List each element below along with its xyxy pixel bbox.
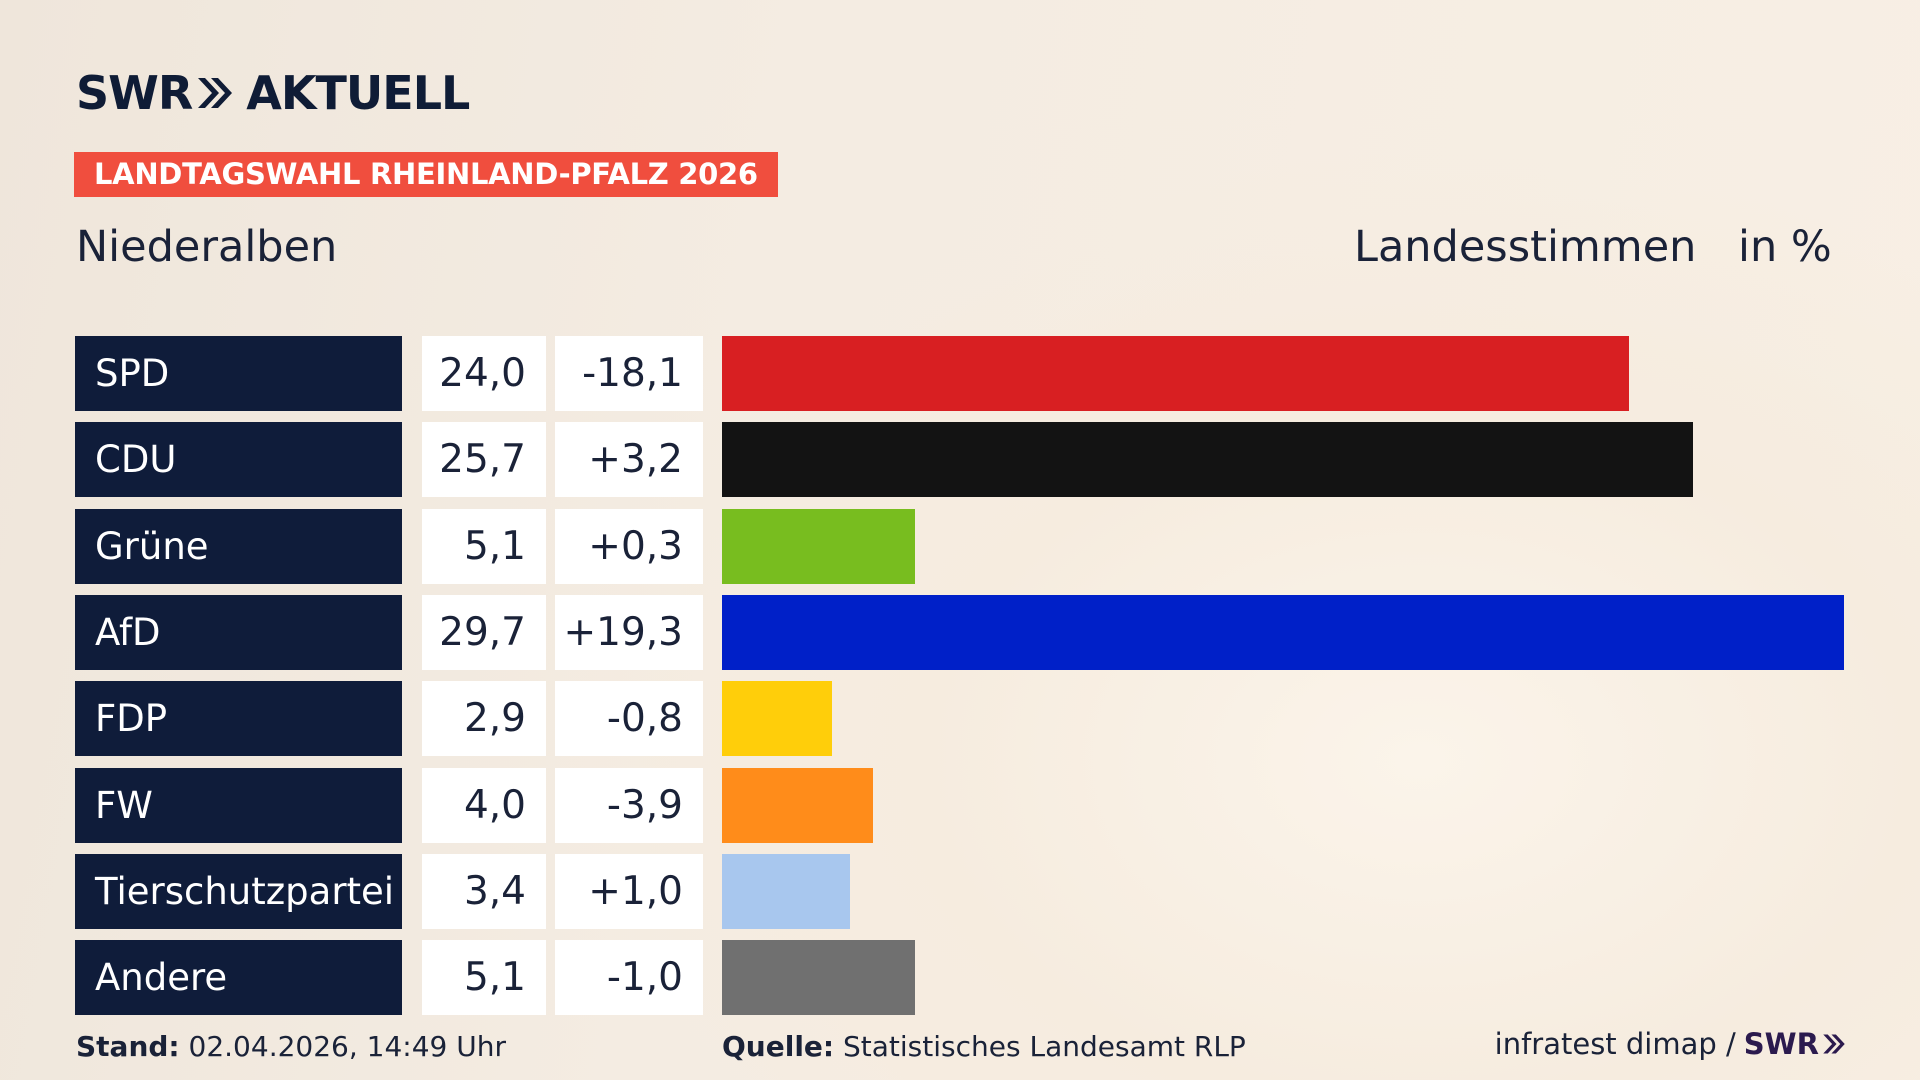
stand-info: Stand: 02.04.2026, 14:49 Uhr	[76, 1030, 506, 1063]
credit-chevron-icon	[1823, 1034, 1845, 1054]
value-label: 4,0	[422, 768, 546, 843]
party-label: Grüne	[75, 509, 402, 584]
party-label: CDU	[75, 422, 402, 497]
party-label: SPD	[75, 336, 402, 411]
credit-brand: SWR	[1743, 1027, 1819, 1061]
bar	[722, 509, 915, 584]
value-label: 24,0	[422, 336, 546, 411]
unit-label: in %	[1738, 222, 1832, 272]
party-label: AfD	[75, 595, 402, 670]
party-label: Tierschutzpartei	[75, 854, 402, 929]
value-label: 3,4	[422, 854, 546, 929]
party-label: Andere	[75, 940, 402, 1015]
bar	[722, 336, 1629, 411]
source-info: Quelle: Statistisches Landesamt RLP	[722, 1030, 1246, 1063]
source-label: Quelle:	[722, 1030, 835, 1063]
change-label: -3,9	[555, 768, 703, 843]
logo-swr-text: SWR	[76, 66, 193, 120]
value-label: 5,1	[422, 940, 546, 1015]
measure-label: Landesstimmen	[1354, 222, 1697, 272]
swr-aktuell-logo: SWR AKTUELL	[76, 66, 470, 120]
party-label: FW	[75, 768, 402, 843]
logo-aktuell-text: AKTUELL	[246, 66, 470, 120]
change-label: -18,1	[555, 336, 703, 411]
value-label: 2,9	[422, 681, 546, 756]
stand-label: Stand:	[76, 1030, 180, 1063]
source-value: Statistisches Landesamt RLP	[843, 1030, 1246, 1063]
value-label: 25,7	[422, 422, 546, 497]
stand-value: 02.04.2026, 14:49 Uhr	[188, 1030, 506, 1063]
value-label: 5,1	[422, 509, 546, 584]
change-label: +0,3	[555, 509, 703, 584]
change-label: -1,0	[555, 940, 703, 1015]
credit-text: infratest dimap /	[1494, 1027, 1736, 1061]
party-label: FDP	[75, 681, 402, 756]
change-label: +3,2	[555, 422, 703, 497]
bar	[722, 595, 1844, 670]
place-name: Niederalben	[76, 222, 338, 272]
bar	[722, 854, 850, 929]
change-label: +1,0	[555, 854, 703, 929]
change-label: -0,8	[555, 681, 703, 756]
bar	[722, 422, 1693, 497]
double-chevron-icon	[198, 78, 233, 108]
bar	[722, 940, 915, 1015]
value-label: 29,7	[422, 595, 546, 670]
credit: infratest dimap / SWR	[1495, 1027, 1846, 1061]
election-badge: LANDTAGSWAHL RHEINLAND-PFALZ 2026	[74, 152, 778, 197]
bar	[722, 681, 832, 756]
bar	[722, 768, 873, 843]
change-label: +19,3	[555, 595, 703, 670]
